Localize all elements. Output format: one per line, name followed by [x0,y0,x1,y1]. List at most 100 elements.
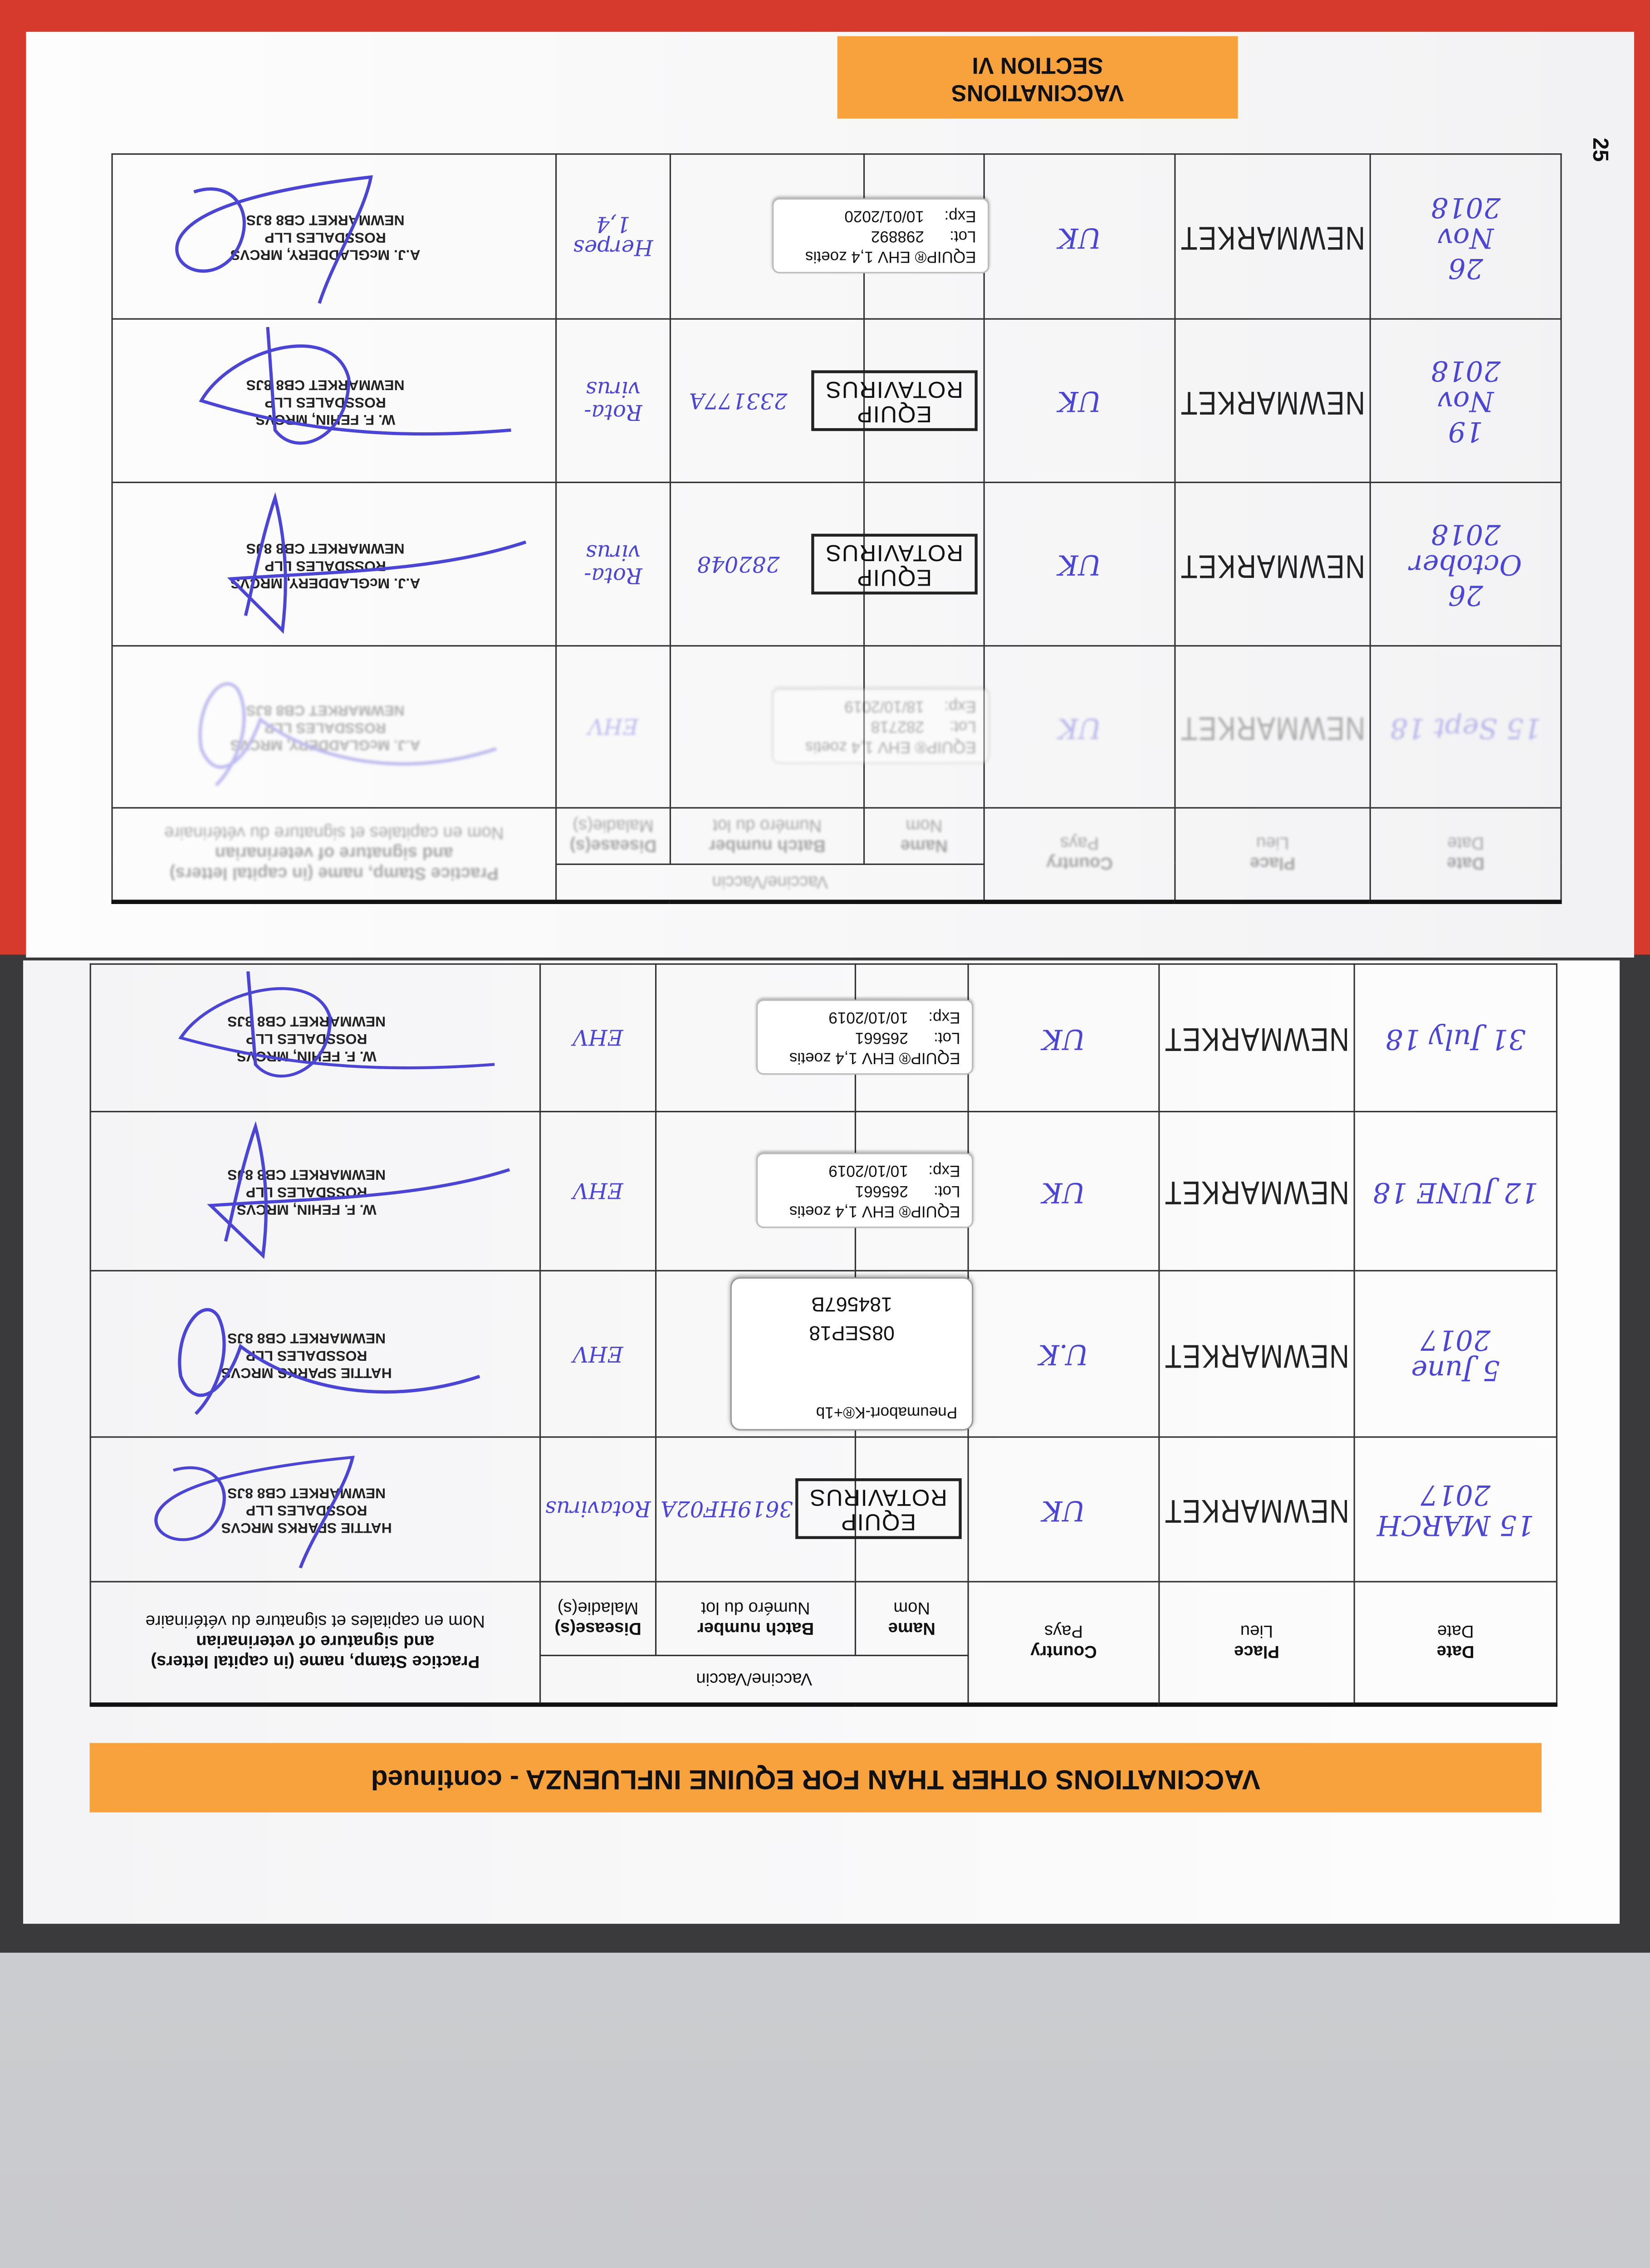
sticker-field: Lot: 265661 [769,1028,960,1048]
sticker-field-label: Lot: [934,1029,960,1047]
table-row: 26 Nov 2018 NEWMARKET UK EQUIP® EHV 1,4 zoe… [112,154,1562,319]
vet-stamp-cell: A.J. McGLADDERY, MRCVS ROSSDALES LLP NEWMA… [112,154,556,319]
header-label-fr: Lieu [1256,834,1289,854]
date-cell: 5 June 2017 [1354,1271,1557,1437]
header-diseases: Disease(s) Maladie(s) [556,807,671,865]
sticker-title: EQUIP® EHV 1,4 zoetis [789,1049,960,1067]
diseases-cell: Rota- virus [556,319,671,483]
header-label-fr: Pays [1060,834,1099,854]
header-label: Place [1234,1642,1280,1663]
practice-stamp-line: NEWMARKET CB8 8JS [246,539,405,556]
vaccine-name-cell: EQUIP® EHV 1,4 zoetis Lot: 282718 Exp: 18/10… [772,645,989,808]
country-cell: UK [984,319,1175,483]
country-cell: UK [968,1111,1159,1271]
practice-stamp-line: ROSSDALES LLP [264,719,386,736]
practice-stamp: A.J. McGLADDERY, MRCVS ROSSDALES LLP NEWMA… [124,538,526,590]
diseases-handwritten: Herpes 1,4 [573,212,653,261]
header-stamp: Practice Stamp, name (in capital letters… [112,807,556,902]
table-row: 31 July 18 NEWMARKET UK EQUIP® EHV 1,4 zoet… [90,964,1557,1112]
practice-stamp-line: W. F. FEHIN, MRCVS [255,411,396,427]
country-cell: UK [984,154,1175,319]
header-place: Place Lieu [1175,807,1371,902]
practice-stamp-line: HATTIE SPARKS MRCVS [221,1519,392,1535]
vaccine-sticker: EQUIP® EHV 1,4 zoetis Lot: 282718 Exp: 18/10… [772,689,989,765]
place-stamp: NEWMARKET [1164,1492,1350,1529]
sticker-field: Lot: 282718 [785,717,976,737]
sticker-title: EQUIP® EHV 1,4 zoetis [789,1202,960,1220]
place-cell: NEWMARKET [1159,964,1355,1112]
diseases-cell: EHV [540,964,656,1112]
bottom-vaccination-table: Date Date Place Lieu Country Pays Vaccine/Vacc… [90,964,1557,1707]
header-label: Disease(s) [569,836,657,856]
header-name: Name Nom [864,807,984,865]
sticker-field-value: 282718 [871,718,924,736]
country-handwritten: UK [1058,385,1102,417]
header-vaccine-group: Vaccine/Vaccin [556,864,984,902]
sticker-field-label: Exp: [944,207,976,225]
vaccine-sticker: EQUIP® EHV 1,4 zoetis Lot: 265661 Exp: 10/10… [756,1154,974,1229]
vet-stamp-cell: HATTIE SPARKS MRCVS ROSSDALES LLP NEWMARKE… [90,1271,540,1437]
country-handwritten: UK [1042,1494,1086,1526]
diseases-handwritten: EHV [588,714,639,740]
place-cell: NEWMARKET [1159,1437,1355,1582]
vet-stamp-cell: A.J. McGLADDERY, MRCVS ROSSDALES LLP NEWMA… [112,645,556,808]
vaccine-sticker: EQUIP® EHV 1,4 zoetis Lot: 298892 Exp: 10/01… [772,199,989,274]
vet-stamp-cell: HATTIE SPARKS MRCVS ROSSDALES LLP NEWMARKE… [90,1437,540,1582]
diseases-handwritten: EHV [573,1178,623,1204]
header-label: Name [888,1618,935,1639]
sticker-field-value: 10/01/2020 [844,207,924,225]
header-row: Date Date Place Lieu Country Pays Vaccine/Vacc… [90,1581,1557,1705]
header-label-fr: Numéro du lot [712,816,822,836]
vaccine-name-cell: EQUIP ROTAVIRUS [810,482,984,646]
vaccine-sticker: Pneumabort-K®+1b 08SEP18 184567B [730,1277,974,1431]
section-title-line: VACCINATIONS [951,79,1124,104]
vaccine-sticker: EQUIP® EHV 1,4 zoetis Lot: 265661 Exp: 10/10… [756,1000,974,1075]
practice-stamp-line: ROSSDALES LLP [245,1031,367,1047]
header-stamp: Practice Stamp, name (in capital letters… [90,1581,540,1705]
vet-stamp-cell: W. F. FEHIN, MRCVS ROSSDALES LLP NEWMARKET… [90,964,540,1112]
header-date: Date Date [1354,1581,1557,1705]
date-cell: 19 Nov 2018 [1370,319,1562,483]
header-name: Name Nom [855,1581,969,1656]
date-handwritten: 26 Nov 2018 [1430,191,1501,284]
sticker-field-value: 265661 [855,1029,908,1047]
sticker-title: EQUIP® EHV 1,4 zoetis [805,248,976,266]
sticker-field: Exp: 10/10/2019 [769,1007,960,1028]
diseases-cell: EHV [556,645,671,808]
practice-stamp-line: ROSSDALES LLP [264,557,386,573]
header-label: Date [1447,854,1485,875]
place-stamp: NEWMARKET [1180,219,1366,256]
date-handwritten: 31 July 18 [1385,1022,1526,1055]
stamp-line: ROTAVIRUS [809,1485,947,1510]
header-label: Vaccine/Vaccin [712,872,828,893]
practice-stamp-line: ROSSDALES LLP [264,393,386,410]
header-label-fr: Maladie(s) [557,1598,639,1619]
place-stamp: NEWMARKET [1180,547,1366,583]
header-country: Country Pays [968,1581,1159,1705]
vaccine-name-cell: EQUIP® EHV 1,4 zoetis Lot: 265661 Exp: 10/10… [756,964,974,1112]
vaccine-name-cell: EQUIP ROTAVIRUS [794,1437,969,1582]
stamp-line: EQUIP [856,401,932,425]
table-row: 15 MARCH 2017 NEWMARKET UK EQUIP ROTAVIRUS 36… [90,1437,1557,1582]
practice-stamp: W. F. FEHIN, MRCVS ROSSDALES LLP NEWMARKET… [103,1012,510,1064]
country-handwritten: UK [1058,711,1102,744]
header-label: Practice Stamp, name (in capital letters… [151,1652,480,1673]
place-stamp: NEWMARKET [1164,1336,1350,1373]
header-label: Nom en capitales et signature du vétérin… [145,1612,485,1633]
practice-stamp-line: A.J. McGLADDERY, MRCVS [230,246,421,263]
practice-stamp: HATTIE SPARKS MRCVS ROSSDALES LLP NEWMARKE… [103,1328,510,1380]
header-label-fr: Date [1447,834,1484,854]
header-label-fr: Maladie(s) [573,816,654,836]
vet-stamp-cell: W. F. FEHIN, MRCVS ROSSDALES LLP NEWMARKET… [90,1111,540,1271]
stamp-line: EQUIP [856,564,932,589]
sticker-field: Exp: 18/10/2019 [785,696,976,717]
vaccine-name-cell: EQUIP® EHV 1,4 zoetis Lot: 298892 Exp: 10/01… [772,154,989,319]
place-stamp: NEWMARKET [1180,383,1366,420]
table-row: 12 JUNE 18 NEWMARKET UK EQUIP® EHV 1,4 zoet… [90,1111,1557,1271]
place-cell: NEWMARKET [1159,1111,1355,1271]
place-cell: NEWMARKET [1175,154,1371,319]
header-date: Date Date [1370,807,1562,902]
header-country: Country Pays [984,807,1175,902]
diseases-handwritten: EHV [573,1025,623,1051]
table-row: 19 Nov 2018 NEWMARKET UK EQUIP ROTAVIRUS 2331… [112,319,1562,483]
